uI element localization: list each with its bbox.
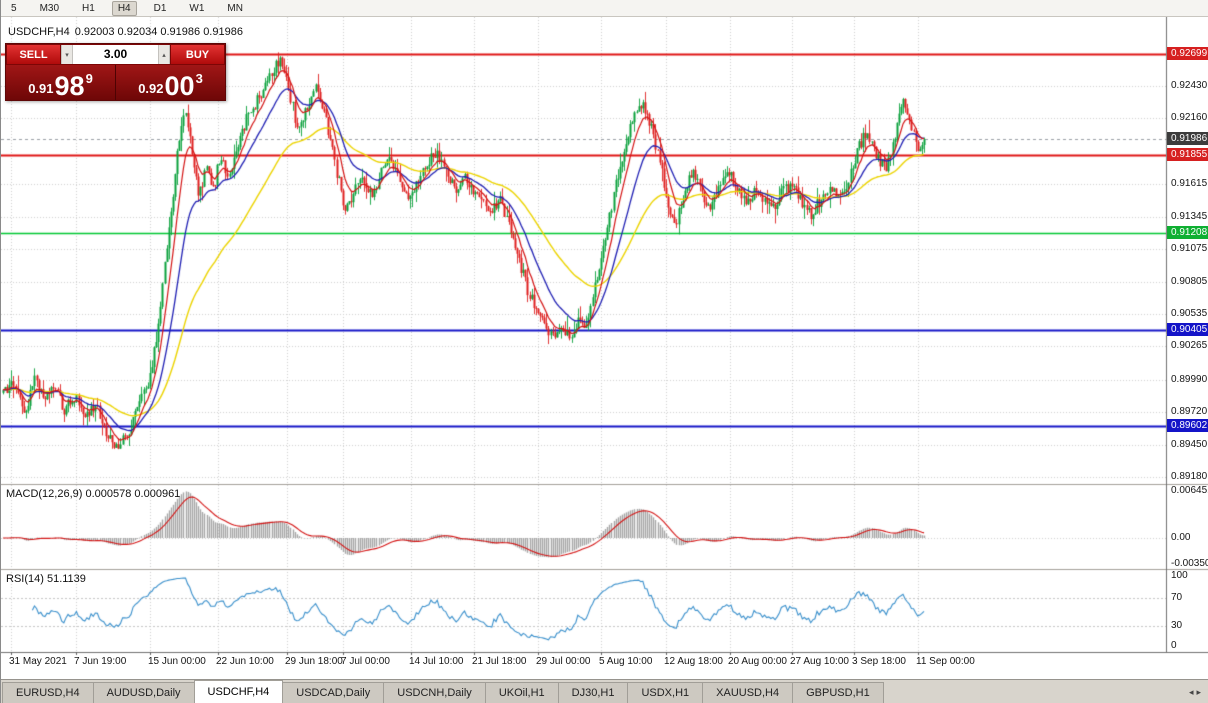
sell-price-pip: 9 bbox=[85, 71, 93, 86]
chart-tab-gbpusd[interactable]: GBPUSD,H1 bbox=[792, 682, 884, 703]
time-axis-label: 12 Aug 18:00 bbox=[664, 656, 723, 667]
time-axis-label: 11 Sep 00:00 bbox=[916, 656, 975, 667]
time-axis-label: 15 Jun 00:00 bbox=[148, 656, 206, 667]
time-axis-label: 20 Aug 00:00 bbox=[728, 656, 787, 667]
time-axis-label: 14 Jul 10:00 bbox=[409, 656, 464, 667]
buy-price-pip: 3 bbox=[195, 71, 203, 86]
buy-button[interactable]: BUY bbox=[170, 44, 225, 65]
timeframe-button-w1[interactable]: W1 bbox=[189, 2, 205, 14]
price-tick-label: 0.89990 bbox=[1171, 373, 1208, 385]
timeframe-button-5[interactable]: 5 bbox=[11, 2, 17, 14]
price-tick-label: 0.92430 bbox=[1171, 80, 1208, 91]
price-tick-label: 0.89450 bbox=[1171, 438, 1208, 450]
time-axis-label: 7 Jul 00:00 bbox=[341, 656, 390, 667]
volume-increment-icon[interactable]: ▴ bbox=[158, 45, 170, 64]
tab-scroll-controls: ◂ ▸ bbox=[1189, 688, 1208, 703]
time-axis-label: 31 May 2021 bbox=[9, 656, 67, 667]
timeframe-button-h4[interactable]: H4 bbox=[111, 0, 137, 16]
volume-input[interactable]: 3.00 bbox=[103, 47, 128, 61]
rsi-axis-label: 100 bbox=[1171, 570, 1188, 581]
chart-tab-xauusd[interactable]: XAUUSD,H4 bbox=[702, 682, 794, 703]
price-tick-label: 0.91345 bbox=[1171, 210, 1208, 222]
sell-price-big: 98 bbox=[54, 70, 85, 101]
time-axis-label: 29 Jun 18:00 bbox=[285, 656, 343, 667]
price-badge-red-level: 0.92699 bbox=[1167, 46, 1208, 60]
macd-values: 0.000578 0.000961 bbox=[85, 488, 181, 500]
price-tick-label: 0.92160 bbox=[1171, 112, 1208, 124]
chart-tab-eurusd[interactable]: EURUSD,H4 bbox=[2, 682, 94, 703]
time-axis-label: 27 Aug 10:00 bbox=[790, 656, 849, 667]
timeframe-toolbar: 5 M30 H1 H4 D1 W1 MN bbox=[1, 0, 1208, 17]
macd-axis-label: -0.003507 bbox=[1171, 558, 1208, 570]
rsi-axis-label: 0 bbox=[1171, 640, 1177, 651]
price-tick-label: 0.89180 bbox=[1171, 471, 1208, 482]
timeframe-button-m30[interactable]: M30 bbox=[39, 2, 60, 14]
chart-tab-bar: EURUSD,H4 AUDUSD,Daily USDCHF,H4 USDCAD,Dai… bbox=[1, 679, 1208, 703]
chart-tab-usdchf[interactable]: USDCHF,H4 bbox=[193, 680, 284, 703]
chart-tab-usdx[interactable]: USDX,H1 bbox=[627, 682, 704, 703]
chart-tab-audusd[interactable]: AUDUSD,Daily bbox=[92, 682, 195, 703]
price-badge-green-level: 0.91208 bbox=[1167, 226, 1208, 240]
timeframe-button-d1[interactable]: D1 bbox=[153, 2, 167, 14]
buy-price-big: 00 bbox=[164, 70, 195, 101]
timeframe-button-mn[interactable]: MN bbox=[227, 2, 243, 14]
volume-field: ▾ 3.00 ▴ bbox=[61, 44, 170, 65]
buy-price-prefix: 0.92 bbox=[138, 81, 164, 96]
macd-axis-label: 0.00 bbox=[1171, 532, 1191, 543]
rsi-value: 51.1139 bbox=[46, 573, 86, 585]
sell-button[interactable]: SELL bbox=[6, 44, 61, 65]
tab-scroll-left-icon[interactable]: ◂ bbox=[1188, 687, 1194, 697]
chart-ohlc-values: 0.92003 0.92034 0.91986 0.91986 bbox=[74, 26, 243, 38]
chart-tab-usdcnh[interactable]: USDCNH,Daily bbox=[383, 682, 486, 703]
rsi-axis-label: 70 bbox=[1171, 591, 1183, 603]
macd-axis-label: 0.006451 bbox=[1171, 485, 1208, 496]
chart-tab-dj30[interactable]: DJ30,H1 bbox=[557, 682, 629, 703]
time-axis-label: 3 Sep 18:00 bbox=[852, 656, 906, 667]
price-tick-label: 0.90265 bbox=[1171, 340, 1208, 352]
price-tick-label: 0.91615 bbox=[1171, 178, 1208, 190]
price-badge-current-price: 0.91986 bbox=[1167, 132, 1208, 146]
volume-decrement-icon[interactable]: ▾ bbox=[61, 45, 73, 64]
chart-tab-usdcad[interactable]: USDCAD,Daily bbox=[282, 682, 385, 703]
time-axis-label: 22 Jun 10:00 bbox=[216, 656, 274, 667]
rsi-indicator-label: RSI(14) 51.1139 bbox=[6, 573, 86, 585]
price-tick-label: 0.89720 bbox=[1171, 406, 1208, 418]
chart-tab-ukoil[interactable]: UKOil,H1 bbox=[484, 682, 559, 703]
sell-price-display[interactable]: 0.91 98 9 bbox=[6, 65, 116, 100]
time-axis-label: 7 Jun 19:00 bbox=[74, 656, 127, 667]
macd-indicator-label: MACD(12,26,9) 0.000578 0.000961 bbox=[6, 488, 180, 500]
one-click-trade-panel: SELL ▾ 3.00 ▴ BUY 0.91 98 9 0.92 00 3 bbox=[5, 43, 226, 101]
tab-scroll-right-icon[interactable]: ▸ bbox=[1196, 687, 1201, 697]
timeframe-button-h1[interactable]: H1 bbox=[82, 2, 95, 14]
rsi-name: RSI(14) bbox=[6, 573, 44, 585]
time-axis-label: 5 Aug 10:00 bbox=[599, 656, 653, 667]
price-badge-red-level: 0.91855 bbox=[1167, 148, 1208, 162]
sell-price-prefix: 0.91 bbox=[28, 81, 54, 96]
price-tick-label: 0.91075 bbox=[1171, 243, 1208, 255]
chart-title: USDCHF,H4 0.92003 0.92034 0.91986 0.91986 bbox=[8, 26, 243, 38]
rsi-axis-label: 30 bbox=[1171, 620, 1183, 632]
macd-name: MACD(12,26,9) bbox=[6, 488, 83, 500]
time-axis-label: 29 Jul 00:00 bbox=[536, 656, 591, 667]
time-axis-label: 21 Jul 18:00 bbox=[472, 656, 527, 667]
price-tick-label: 0.90805 bbox=[1171, 275, 1208, 287]
chart-symbol-period: USDCHF,H4 bbox=[8, 26, 70, 38]
price-badge-blue-level: 0.90405 bbox=[1167, 322, 1208, 336]
price-badge-blue-level: 0.89602 bbox=[1167, 419, 1208, 433]
buy-price-display[interactable]: 0.92 00 3 bbox=[116, 65, 225, 100]
price-tick-label: 0.90535 bbox=[1171, 307, 1208, 319]
